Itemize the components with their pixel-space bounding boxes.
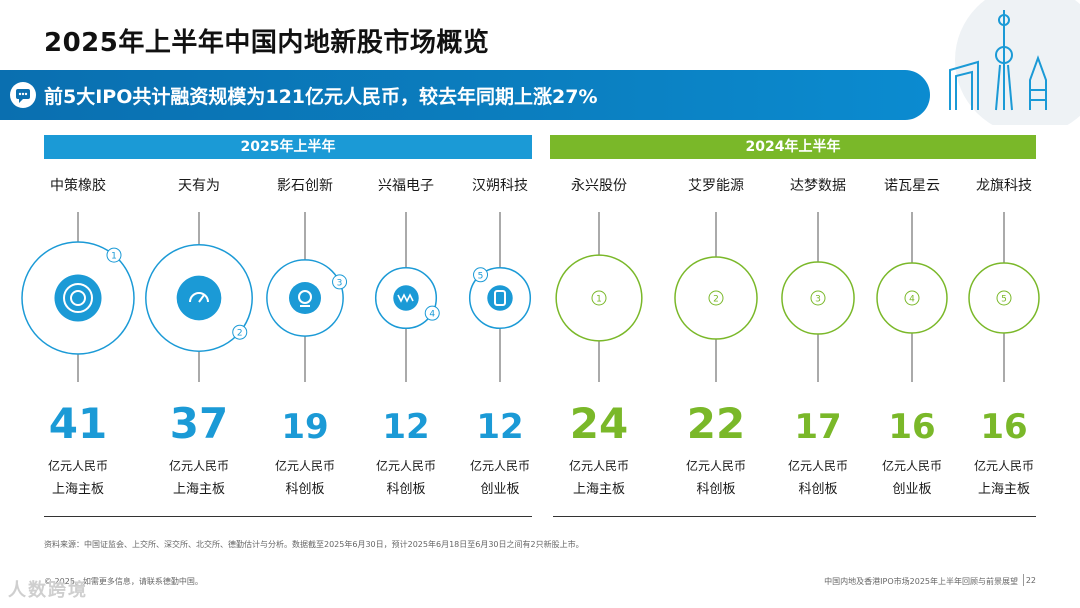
board-label: 科创板 [696,482,735,497]
value-label: 17 [794,407,841,447]
company-label: 永兴股份 [571,178,627,194]
report-title-footer: 中国内地及香港IPO市场2025年上半年回顾与前景展望 [824,577,1018,586]
rank-badge [591,290,607,306]
divider-2025 [44,516,532,517]
rank-badge [332,274,348,290]
tire-icon-hub [70,290,86,306]
board-label: 上海主板 [173,482,225,497]
company-label: 中策橡胶 [50,177,106,194]
header-2025h1: 2025年上半年 [44,135,532,159]
unit-label: 亿元人民币 [169,458,229,473]
rank-badge [904,290,920,306]
page-number: 22 [1025,576,1036,585]
value-label: 37 [170,399,228,448]
rank-badge [424,305,440,321]
board-label: 科创板 [285,482,324,497]
rank-label: 3 [337,278,343,288]
rank-badge [708,290,724,306]
header-2024h1: 2024年上半年 [550,135,1036,159]
unit-label: 亿元人民币 [974,458,1034,473]
rank-badge [232,324,248,340]
value-label: 16 [888,407,935,447]
tag-icon [494,290,506,306]
footer-separator [1023,574,1024,586]
company-label: 龙旗科技 [976,178,1032,194]
company-label: 兴福电子 [378,178,434,194]
board-label: 上海主板 [978,482,1030,497]
unit-label: 亿元人民币 [882,458,942,473]
company-label: 汉朔科技 [472,178,528,194]
rank-badge [473,267,489,283]
unit-label: 亿元人民币 [569,458,629,473]
board-label: 上海主板 [573,482,625,497]
company-label: 诺瓦星云 [884,178,940,194]
value-label: 12 [382,407,429,447]
banner-headline: 前5大IPO共计融资规模为121亿元人民币，较去年同期上涨27% [44,86,598,108]
camera-icon [298,290,312,304]
company-label: 影石创新 [277,178,333,194]
unit-label: 亿元人民币 [275,458,335,473]
unit-label: 亿元人民币 [376,458,436,473]
board-label: 上海主板 [52,482,104,497]
chat-icon [10,82,36,108]
tire-icon [63,283,93,313]
unit-label: 亿元人民币 [788,458,848,473]
unit-label: 亿元人民币 [686,458,746,473]
rank-label: 2 [713,295,719,305]
rank-badge [106,247,122,263]
source-note: 资料来源：中国证监会、上交所、深交所、北交所、德勤估计与分析。数据截至2025年… [44,540,584,549]
divider-2024 [553,516,1036,517]
unit-label: 亿元人民币 [48,458,108,473]
rank-label: 5 [1001,295,1007,305]
board-label: 科创板 [386,482,425,497]
copyright-footer: © 2025。如需更多信息，请联系德勤中国。 [44,577,203,586]
headline-banner: 前5大IPO共计融资规模为121亿元人民币，较去年同期上涨27% [0,70,930,120]
ipo-bubble-chart: 中策橡胶141亿元人民币上海主板天有为237亿元人民币上海主板影石创新319亿元… [21,177,1040,497]
rank-badge [996,290,1012,306]
page-title: 2025年上半年中国内地新股市场概览 [44,28,490,58]
chip-icon [397,293,414,303]
rank-label: 4 [909,295,915,305]
rank-label: 4 [429,310,435,320]
board-label: 创业板 [480,482,519,497]
rank-label: 2 [237,329,243,339]
value-label: 12 [476,407,523,447]
value-label: 24 [570,399,628,448]
bubble-core [288,281,322,315]
value-label: 16 [980,407,1027,447]
rank-badge [810,290,826,306]
company-label: 艾罗能源 [688,178,744,194]
watermark: 人数跨境 [8,580,88,601]
board-label: 创业板 [892,482,931,497]
bubble-core [54,274,102,322]
value-label: 19 [281,407,328,447]
company-label: 天有为 [178,178,220,194]
board-label: 科创板 [798,482,837,497]
rank-label: 3 [815,295,821,305]
unit-label: 亿元人民币 [470,458,530,473]
bubble-core [487,285,513,311]
value-label: 22 [687,399,745,448]
skyline-illustration [949,0,1080,125]
value-label: 41 [49,399,107,448]
gauge-needle [198,294,205,303]
company-label: 达梦数据 [790,178,846,194]
rank-label: 5 [478,271,484,281]
gauge-icon [189,292,209,303]
bubble-core [176,275,222,321]
rank-label: 1 [596,295,602,305]
rank-label: 1 [111,252,117,262]
